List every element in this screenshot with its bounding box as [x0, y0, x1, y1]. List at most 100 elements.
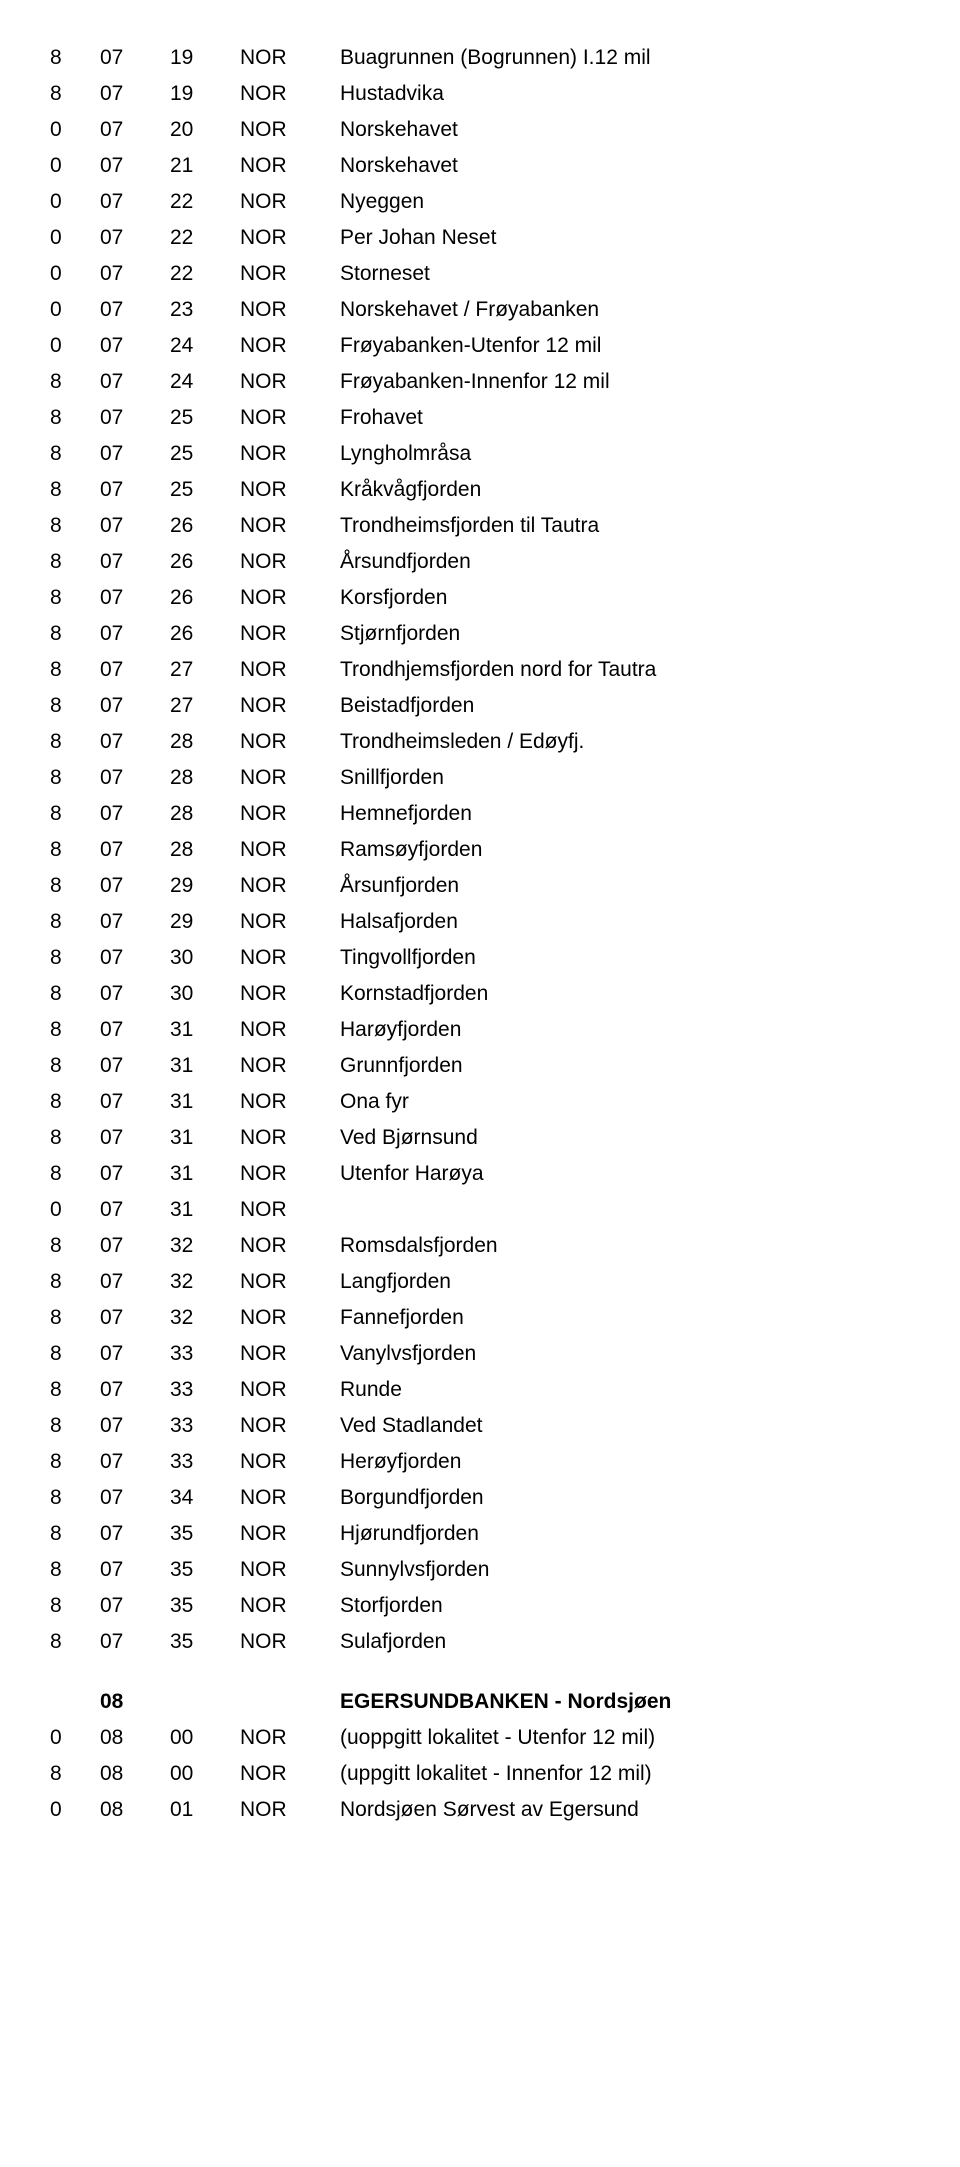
cell-col4: NOR — [240, 976, 340, 1012]
cell-col4: NOR — [240, 400, 340, 436]
cell-col2: 07 — [100, 1444, 170, 1480]
cell-col4: NOR — [240, 832, 340, 868]
location-table: 80719NORBuagrunnen (Bogrunnen) I.12 mil 8… — [50, 40, 910, 1828]
cell-col3: 28 — [170, 832, 240, 868]
cell-col4: NOR — [240, 436, 340, 472]
table-row: 80733NORVanylvsfjorden — [50, 1336, 910, 1372]
cell-col5: Harøyfjorden — [340, 1012, 910, 1048]
cell-col1: 8 — [50, 1372, 100, 1408]
cell-col2: 07 — [100, 292, 170, 328]
cell-col2: 07 — [100, 400, 170, 436]
cell-col2: 07 — [100, 1300, 170, 1336]
cell-col2: 08 — [100, 1756, 170, 1792]
cell-col4: NOR — [240, 508, 340, 544]
table-row: 80719NORBuagrunnen (Bogrunnen) I.12 mil — [50, 40, 910, 76]
cell-col5: Hjørundfjorden — [340, 1516, 910, 1552]
cell-col4: NOR — [240, 616, 340, 652]
table-row: 00731NOR — [50, 1192, 910, 1228]
cell-col5: Hustadvika — [340, 76, 910, 112]
section-code: 08 — [100, 1660, 170, 1720]
cell-col1: 8 — [50, 940, 100, 976]
cell-col5: Tingvollfjorden — [340, 940, 910, 976]
cell-col3: 29 — [170, 904, 240, 940]
cell-col3: 30 — [170, 940, 240, 976]
cell-col1: 8 — [50, 1264, 100, 1300]
cell-col1: 8 — [50, 760, 100, 796]
cell-col3: 27 — [170, 652, 240, 688]
cell-col5: Snillfjorden — [340, 760, 910, 796]
cell-col4: NOR — [240, 364, 340, 400]
table-row: 80733NORVed Stadlandet — [50, 1408, 910, 1444]
cell-col3: 35 — [170, 1588, 240, 1624]
table-row: 00723NORNorskehavet / Frøyabanken — [50, 292, 910, 328]
cell-col3: 31 — [170, 1012, 240, 1048]
cell-col4: NOR — [240, 256, 340, 292]
cell-col2: 07 — [100, 1336, 170, 1372]
cell-col1: 8 — [50, 688, 100, 724]
cell-col3: 01 — [170, 1792, 240, 1828]
cell-col3: 28 — [170, 760, 240, 796]
cell-col2: 07 — [100, 1264, 170, 1300]
cell-col3: 31 — [170, 1120, 240, 1156]
cell-col5: Kornstadfjorden — [340, 976, 910, 1012]
cell-col4: NOR — [240, 184, 340, 220]
cell-col1: 0 — [50, 256, 100, 292]
cell-col5: Nyeggen — [340, 184, 910, 220]
cell-col1: 8 — [50, 364, 100, 400]
cell-col1: 0 — [50, 220, 100, 256]
cell-col1: 8 — [50, 976, 100, 1012]
cell-col1: 8 — [50, 832, 100, 868]
cell-col2: 07 — [100, 616, 170, 652]
cell-col4: NOR — [240, 544, 340, 580]
cell-col4: NOR — [240, 1588, 340, 1624]
cell-col2: 07 — [100, 652, 170, 688]
cell-col1: 0 — [50, 1792, 100, 1828]
cell-col2: 07 — [100, 832, 170, 868]
cell-col1: 8 — [50, 904, 100, 940]
table-row: 80726NORTrondheimsfjorden til Tautra — [50, 508, 910, 544]
cell-col2: 07 — [100, 1228, 170, 1264]
cell-col1: 0 — [50, 328, 100, 364]
cell-col4: NOR — [240, 1624, 340, 1660]
cell-col3: 25 — [170, 400, 240, 436]
cell-col4: NOR — [240, 652, 340, 688]
table-row: 80731NORGrunnfjorden — [50, 1048, 910, 1084]
cell-col2: 07 — [100, 184, 170, 220]
cell-col2: 07 — [100, 940, 170, 976]
table-row: 00722NORNyeggen — [50, 184, 910, 220]
table-row: 00722NORStorneset — [50, 256, 910, 292]
cell-col5: Årsundfjorden — [340, 544, 910, 580]
table-row: 80727NORTrondhjemsfjorden nord for Tautr… — [50, 652, 910, 688]
cell-col4: NOR — [240, 1192, 340, 1228]
cell-col5: Storneset — [340, 256, 910, 292]
cell-col4: NOR — [240, 1012, 340, 1048]
cell-col5: Frohavet — [340, 400, 910, 436]
cell-col4: NOR — [240, 688, 340, 724]
cell-col4: NOR — [240, 724, 340, 760]
table-row: 80728NORSnillfjorden — [50, 760, 910, 796]
cell-col3: 32 — [170, 1264, 240, 1300]
table-row: 80735NORSunnylvsfjorden — [50, 1552, 910, 1588]
cell-col1: 8 — [50, 1480, 100, 1516]
table-row: 80728NORRamsøyfjorden — [50, 832, 910, 868]
cell-col4: NOR — [240, 1264, 340, 1300]
cell-blank — [50, 1660, 100, 1720]
cell-col3: 26 — [170, 508, 240, 544]
cell-col2: 07 — [100, 1624, 170, 1660]
cell-col2: 07 — [100, 220, 170, 256]
cell-col2: 07 — [100, 328, 170, 364]
cell-col4: NOR — [240, 1372, 340, 1408]
cell-col5: Frøyabanken-Utenfor 12 mil — [340, 328, 910, 364]
cell-col5: Halsafjorden — [340, 904, 910, 940]
cell-col1: 8 — [50, 1552, 100, 1588]
cell-col2: 07 — [100, 472, 170, 508]
cell-col3: 32 — [170, 1300, 240, 1336]
cell-col3: 25 — [170, 436, 240, 472]
table-row: 80725NORLyngholmråsa — [50, 436, 910, 472]
cell-col5: Kråkvågfjorden — [340, 472, 910, 508]
cell-col1: 8 — [50, 1048, 100, 1084]
cell-col3: 21 — [170, 148, 240, 184]
table-row: 00724NORFrøyabanken-Utenfor 12 mil — [50, 328, 910, 364]
cell-col1: 0 — [50, 148, 100, 184]
cell-col4: NOR — [240, 1552, 340, 1588]
